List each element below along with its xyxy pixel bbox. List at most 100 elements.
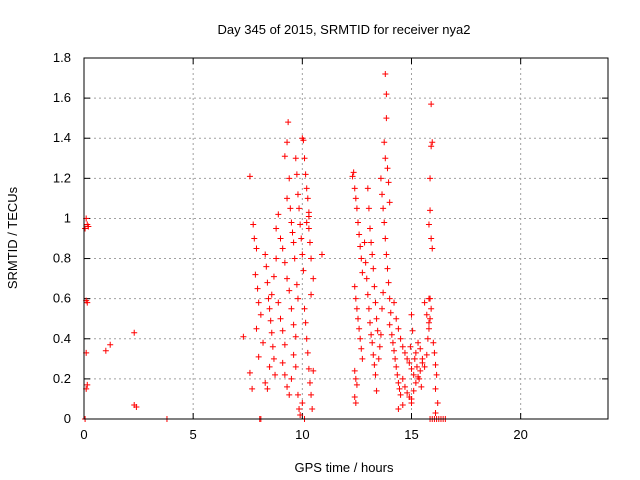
data-point [428,235,435,242]
data-point [293,281,300,288]
data-point [279,359,286,366]
data-point [281,259,288,266]
data-point [367,319,374,326]
data-point [275,299,282,306]
data-point [352,375,359,382]
data-point [302,171,309,178]
data-point [301,305,308,312]
data-point [246,173,253,180]
data-point [281,153,288,160]
data-point [262,379,269,386]
data-point [286,175,293,182]
data-point [370,351,377,358]
data-point [304,349,311,356]
data-point [300,267,307,274]
data-point [277,315,284,322]
data-point [359,355,366,362]
y-tick-label: 1 [64,210,71,225]
data-point [374,327,381,334]
data-point [424,335,431,342]
data-point [264,385,271,392]
data-point [367,225,374,232]
data-point [353,205,360,212]
data-point [421,299,428,306]
x-axis-label: GPS time / hours [295,460,394,475]
data-point [279,245,286,252]
data-point [427,175,434,182]
data-point [255,353,262,360]
data-point [318,251,325,258]
data-point [254,285,261,292]
data-point [417,345,424,352]
data-point [397,391,404,398]
data-point [288,219,295,226]
data-point [266,363,273,370]
y-tick-label: 1.4 [53,130,71,145]
y-tick-label: 0.2 [53,371,71,386]
data-point [351,283,358,290]
y-tick-label: 0.4 [53,331,71,346]
data-point [434,399,441,406]
data-point [294,391,301,398]
data-point [406,359,413,366]
data-point [279,327,286,334]
data-point [253,325,260,332]
data-point [357,335,364,342]
data-point [399,375,406,382]
data-point [429,245,436,252]
x-tick-label: 5 [190,427,197,442]
data-point [273,255,280,262]
data-point [380,289,387,296]
data-point [290,351,297,358]
data-point [308,391,315,398]
data-point [376,343,383,350]
data-point [365,205,372,212]
data-point [294,295,301,302]
data-point [301,155,308,162]
data-point [373,315,380,322]
data-point [408,365,415,372]
data-point [411,355,418,362]
data-point [107,341,114,348]
data-point [82,225,89,232]
data-point [268,291,275,298]
data-point [395,405,402,412]
chart-title: Day 345 of 2015, SRMTID for receiver nya… [218,22,471,37]
data-point [428,143,435,150]
data-point [377,175,384,182]
data-point [385,179,392,186]
data-point [387,309,394,316]
y-tick-label: 0 [64,411,71,426]
data-point [355,219,362,226]
data-point [383,115,390,122]
x-tick-label: 0 [80,427,87,442]
data-point [371,283,378,290]
data-point [419,355,426,362]
data-point [361,239,368,246]
data-point [380,205,387,212]
data-point [299,251,306,258]
data-point [262,251,269,258]
data-point [417,367,424,374]
y-tick-label: 1.8 [53,50,71,65]
data-point [266,305,273,312]
data-point [284,275,291,282]
data-point [273,225,280,232]
data-point [388,331,395,338]
data-point [296,405,303,412]
data-point [303,185,310,192]
data-point [412,379,419,386]
data-point [401,383,408,390]
data-point [275,211,282,218]
data-point [379,305,386,312]
data-point [404,389,411,396]
data-point [364,291,371,298]
data-point [410,371,417,378]
data-point [404,355,411,362]
data-point [286,287,293,294]
data-point [308,291,315,298]
data-point [288,305,295,312]
x-tick-label: 10 [295,427,309,442]
data-point [383,251,390,258]
